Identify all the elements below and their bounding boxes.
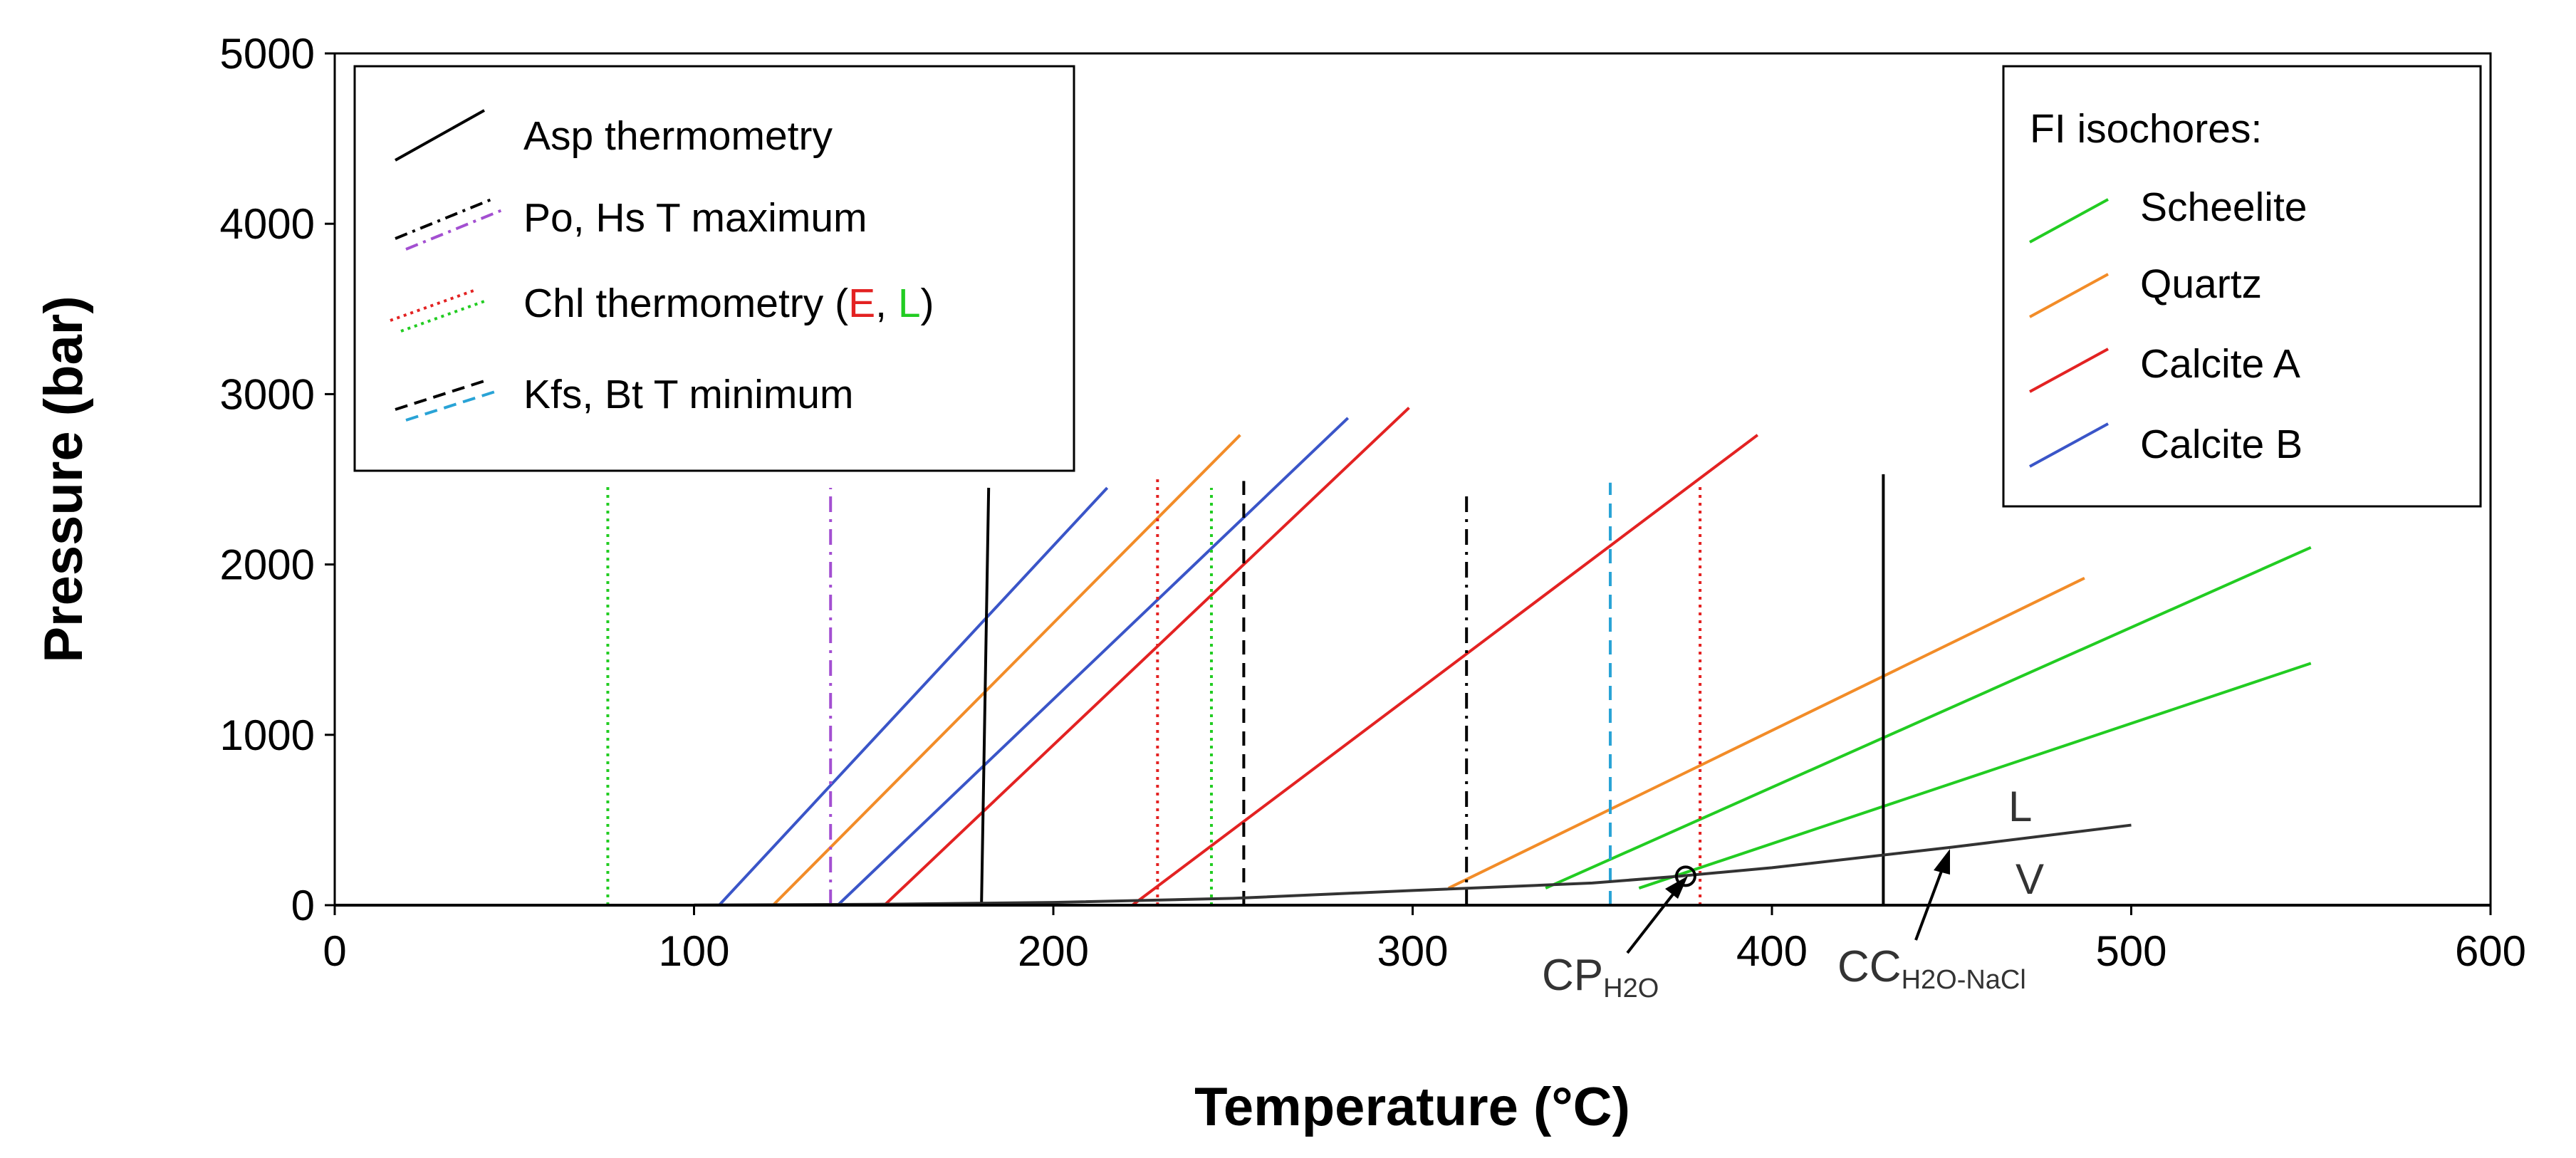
x-tick-label: 300 [1377,927,1448,975]
y-axis-ticks: 0 1000 2000 3000 4000 5000 [220,30,335,929]
legend-chl-label-e: E [848,281,875,326]
label-liquid: L [2008,783,2032,830]
legend-chl-label-l: L [898,281,921,326]
legend-asp-label: Asp thermometry [523,113,833,159]
legend-chl-line-red [390,289,474,322]
legend-calcitea-line [2029,348,2109,393]
legend-chl-label: Chl thermometry (E, L) [523,281,934,326]
legend-kfsbt-line-cyan [405,390,496,422]
x-axis-title: Temperature (°C) [1194,1077,1630,1137]
x-tick-label: 0 [323,927,346,975]
legend-scheelite-line [2029,198,2109,244]
label-vapor: V [2016,855,2044,903]
label-cp-base: CP [1542,951,1603,1000]
label-cc-sub: H2O-NaCl [1902,965,2026,995]
cp-arrow-line [1626,890,1677,954]
legend-right-title: FI isochores: [2030,106,2262,152]
series-line-scheelite [1638,662,2312,890]
legend-quartz-line [2029,273,2109,318]
series-line-asp-thermometry [980,487,991,906]
legend-scheelite-label: Scheelite [2140,184,2308,230]
y-tick-label: 0 [291,882,315,929]
legend-kfsbt-line-black [395,380,485,411]
legend-chl-label-sep: , [875,281,898,326]
cc-arrow-head [1934,849,1950,875]
legend-kfsbt-label: Kfs, Bt T minimum [523,372,854,417]
y-tick-label: 5000 [220,30,315,78]
label-cp: CPH2O [1542,951,1659,1003]
legend-left-box [353,65,1075,472]
cc-arrow-line [1914,867,1944,941]
x-axis-ticks: 0 100 200 300 400 500 600 [323,905,2526,975]
label-cp-sub: H2O [1603,974,1659,1003]
legend-pohs-line-black [395,198,492,240]
y-tick-label: 3000 [220,370,315,418]
y-tick-label: 1000 [220,711,315,759]
series-line-scheelite [1545,546,2312,890]
y-axis-title: Pressure (bar) [33,296,94,662]
legend-chl-label-prefix: Chl thermometry ( [523,281,848,326]
label-cc: CCH2O-NaCl [1837,942,2026,995]
legend-left: Asp thermometry Po, Hs T maximum Chl the… [353,65,1075,472]
legend-calciteb-line [2029,422,2109,468]
y-tick-label: 4000 [220,200,315,248]
label-cc-base: CC [1837,942,1902,991]
legend-quartz-label: Quartz [2140,261,2262,307]
series-line-quartz [772,434,1241,907]
legend-calciteb-label: Calcite B [2140,422,2303,467]
legend-right: FI isochores: Scheelite Quartz Calcite A… [2002,65,2482,508]
legend-chl-line-green [400,300,485,333]
x-tick-label: 500 [2095,927,2166,975]
legend-pohs-label: Po, Hs T maximum [523,195,867,241]
series-line-calcite-b [836,417,1350,907]
series-line-quartz [1448,576,2085,890]
series-line-calcite-b [718,486,1109,907]
legend-chl-label-suffix: ) [921,281,934,326]
legend-pohs-line-purple [405,209,503,251]
x-tick-label: 200 [1018,927,1089,975]
legend-asp-line [395,109,485,162]
legend-calcitea-label: Calcite A [2140,341,2300,387]
series-layer [335,407,2491,907]
y-tick-label: 2000 [220,541,315,589]
series-line-calcite-a [1131,434,1759,907]
x-tick-label: 600 [2455,927,2526,975]
cp-arrow-head [1665,876,1688,899]
series-line-calcite-a [883,407,1410,907]
x-tick-label: 400 [1736,927,1808,975]
series-line-l-v-curve [694,823,2132,907]
x-tick-label: 100 [658,927,729,975]
annotations: L V CPH2O CCH2O-NaCl [1542,783,2044,1003]
critical-point-marker [1674,865,1696,887]
